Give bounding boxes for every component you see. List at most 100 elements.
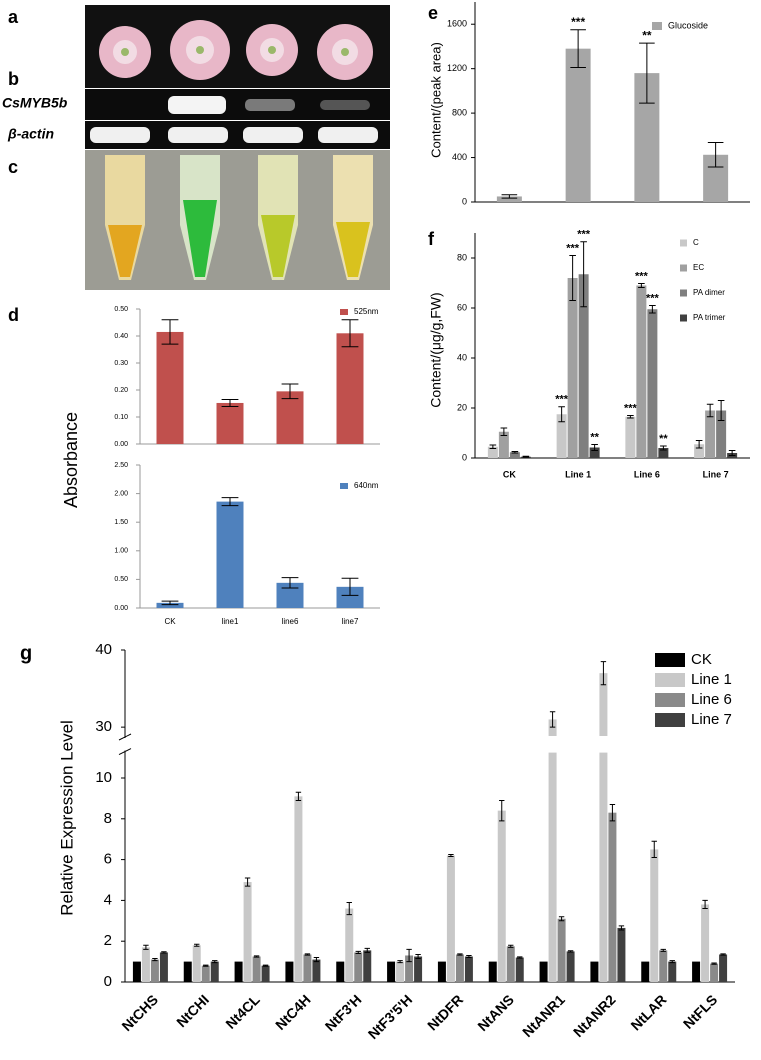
error-bar xyxy=(304,953,311,956)
x-tick-label: CK xyxy=(164,617,176,626)
bar xyxy=(156,602,184,608)
error-bar xyxy=(341,319,359,348)
legend-swatch xyxy=(680,314,687,322)
bar xyxy=(498,431,509,458)
significance-label: *** xyxy=(555,394,569,406)
legend-swatch xyxy=(652,22,662,30)
legend-label: Glucoside xyxy=(668,20,708,30)
bar xyxy=(567,278,578,458)
x-tick-label: line6 xyxy=(282,617,299,626)
error-bar xyxy=(639,42,655,104)
error-bar xyxy=(152,958,158,962)
error-bar xyxy=(728,450,736,456)
bar xyxy=(590,961,599,982)
x-tick-label: NtDFR xyxy=(424,991,466,1033)
bar xyxy=(336,333,364,444)
y-tick-label: 0 xyxy=(462,452,467,462)
error-bar xyxy=(203,964,209,967)
error-bar xyxy=(221,398,239,407)
error-bar xyxy=(244,877,251,887)
x-tick-label: NtANS xyxy=(474,991,517,1034)
legend-label: Line 7 xyxy=(691,711,732,728)
significance-label: ** xyxy=(642,28,652,42)
legend-label: Line 6 xyxy=(691,691,732,708)
bar xyxy=(647,309,658,458)
y-tick-label: 2.50 xyxy=(114,462,128,469)
error-bar xyxy=(501,194,518,199)
legend-label: 640nm xyxy=(354,481,379,490)
bar xyxy=(692,961,701,982)
y-tick-label: 6 xyxy=(104,851,112,868)
tube-photo xyxy=(85,150,390,290)
error-bar xyxy=(500,427,508,436)
y-tick-label: 40 xyxy=(95,641,112,658)
significance-label: ** xyxy=(659,433,668,445)
bar xyxy=(497,810,506,982)
y-tick-label: 2 xyxy=(104,932,112,949)
x-tick-label: NtCHI xyxy=(173,991,212,1030)
bar xyxy=(608,812,617,982)
x-tick-label: NtANR2 xyxy=(570,991,619,1040)
y-axis-label: Content/(peak area) xyxy=(428,42,443,158)
bar xyxy=(312,959,321,982)
bar xyxy=(496,196,522,202)
x-tick-label: NtCHS xyxy=(118,991,161,1034)
error-bar xyxy=(660,948,666,952)
error-bar xyxy=(711,962,717,965)
bar xyxy=(336,586,364,608)
bar xyxy=(159,952,168,982)
error-bar xyxy=(295,791,302,801)
y-tick-label: 20 xyxy=(457,402,467,412)
error-bar xyxy=(364,947,370,953)
significance-label: *** xyxy=(577,229,591,241)
error-bar xyxy=(669,960,675,964)
x-tick-label: Line 1 xyxy=(565,469,591,479)
error-bar xyxy=(415,953,421,960)
bar xyxy=(276,391,304,444)
y-tick-label: 80 xyxy=(457,252,467,262)
error-bar xyxy=(600,661,607,686)
x-tick-label: NtLAR xyxy=(627,991,669,1033)
gel-row-label: CsMYB5b xyxy=(2,95,68,111)
bar xyxy=(303,954,312,982)
y-tick-label: 0.10 xyxy=(114,414,128,421)
bar xyxy=(566,951,575,982)
y-tick-label: 800 xyxy=(452,107,467,117)
error-bar xyxy=(457,953,463,956)
y-tick-label: 0 xyxy=(462,196,467,206)
error-bar xyxy=(313,957,320,963)
error-bar xyxy=(161,951,167,954)
y-axis-label: Absorbance xyxy=(61,412,81,508)
bar xyxy=(345,908,354,982)
bar xyxy=(261,965,270,982)
error-bar xyxy=(517,956,523,959)
legend-swatch xyxy=(655,693,685,707)
bar xyxy=(506,946,515,982)
significance-label: *** xyxy=(571,15,585,29)
bar xyxy=(294,796,303,982)
legend-label: EC xyxy=(693,263,704,272)
y-tick-label: 1.50 xyxy=(114,519,128,526)
bar xyxy=(216,501,244,608)
legend-swatch xyxy=(680,239,687,247)
x-tick-label: Line 6 xyxy=(634,469,660,479)
bar xyxy=(488,961,497,982)
y-tick-label: 0.30 xyxy=(114,360,128,367)
bar xyxy=(565,48,591,202)
error-bar xyxy=(355,950,361,954)
panel-label: d xyxy=(8,305,19,325)
bar xyxy=(694,444,705,458)
error-bar xyxy=(549,711,556,728)
bar xyxy=(396,961,405,982)
panel-label: f xyxy=(428,229,435,249)
bar xyxy=(414,956,423,982)
panel-label: e xyxy=(428,3,438,23)
x-tick-label: NtF3'H xyxy=(322,991,365,1034)
bar xyxy=(658,448,669,458)
error-bar xyxy=(161,319,179,345)
y-tick-label: 0.20 xyxy=(114,387,128,394)
y-tick-label: 60 xyxy=(457,302,467,312)
error-bar xyxy=(406,948,412,963)
y-tick-label: 0.40 xyxy=(114,333,128,340)
bar xyxy=(487,446,498,458)
